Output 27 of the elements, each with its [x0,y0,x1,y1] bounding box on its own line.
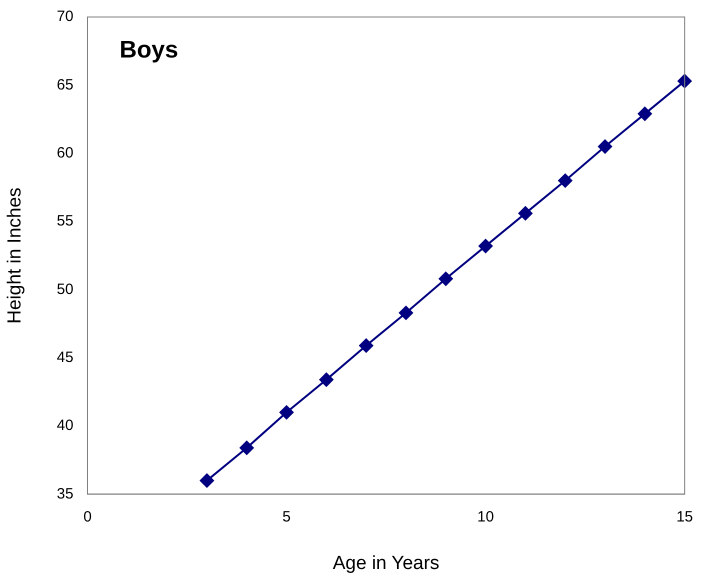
y-axis-title: Height in Inches [4,187,26,324]
y-tick-label: 60 [56,144,74,162]
point [240,440,254,455]
y-tick-label: 35 [56,485,74,502]
x-tick-label: 5 [282,508,291,526]
x-tick-label: 10 [477,508,494,526]
y-tick-label: 70 [56,8,74,26]
x-axis-title: Age in Years [332,552,440,574]
y-tick-label: 65 [56,76,74,94]
point [518,206,532,220]
y-tick-label: 40 [56,417,74,434]
point [558,174,572,188]
point [438,272,453,286]
point [478,239,493,254]
annotation: Boys [119,36,178,64]
point [280,405,294,420]
x-tick-label: 0 [83,508,92,526]
point [359,338,374,353]
x-tick-label: 15 [676,508,693,526]
y-tick-label: 50 [56,280,74,298]
point [638,106,652,121]
y-tick-label: 55 [56,212,74,230]
point [200,474,214,488]
y-tick-label: 45 [56,349,74,366]
point [398,306,413,320]
point [319,372,334,387]
point [598,140,612,154]
